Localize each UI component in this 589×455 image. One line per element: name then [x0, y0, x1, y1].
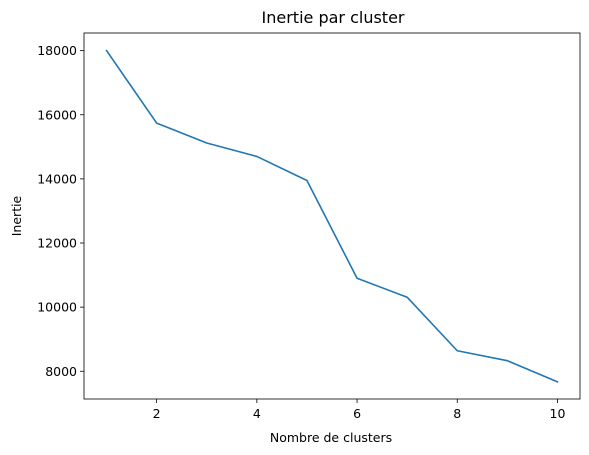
- y-axis-ticks: 8000 10000 12000 14000 16000 18000: [37, 43, 84, 379]
- y-tick-label: 8000: [45, 364, 77, 379]
- y-tick-label: 12000: [37, 236, 77, 251]
- y-axis-label: Inertie: [9, 195, 24, 236]
- series-line: [105, 49, 559, 383]
- x-tick-label: 10: [550, 406, 566, 421]
- x-axis-ticks: 2 4 6 8 10: [153, 399, 566, 421]
- plot-frame: [83, 32, 581, 400]
- chart-title: Inertie par cluster: [262, 8, 405, 27]
- x-axis-label: Nombre de clusters: [270, 430, 392, 445]
- y-tick-label: 16000: [37, 107, 77, 122]
- y-tick-label: 14000: [37, 171, 77, 186]
- y-tick-label: 10000: [37, 300, 77, 315]
- x-tick-label: 6: [353, 406, 361, 421]
- x-tick-label: 8: [453, 406, 461, 421]
- series-layer: [105, 49, 559, 383]
- x-tick-label: 2: [153, 406, 161, 421]
- x-tick-label: 4: [253, 406, 261, 421]
- y-tick-label: 18000: [37, 43, 77, 58]
